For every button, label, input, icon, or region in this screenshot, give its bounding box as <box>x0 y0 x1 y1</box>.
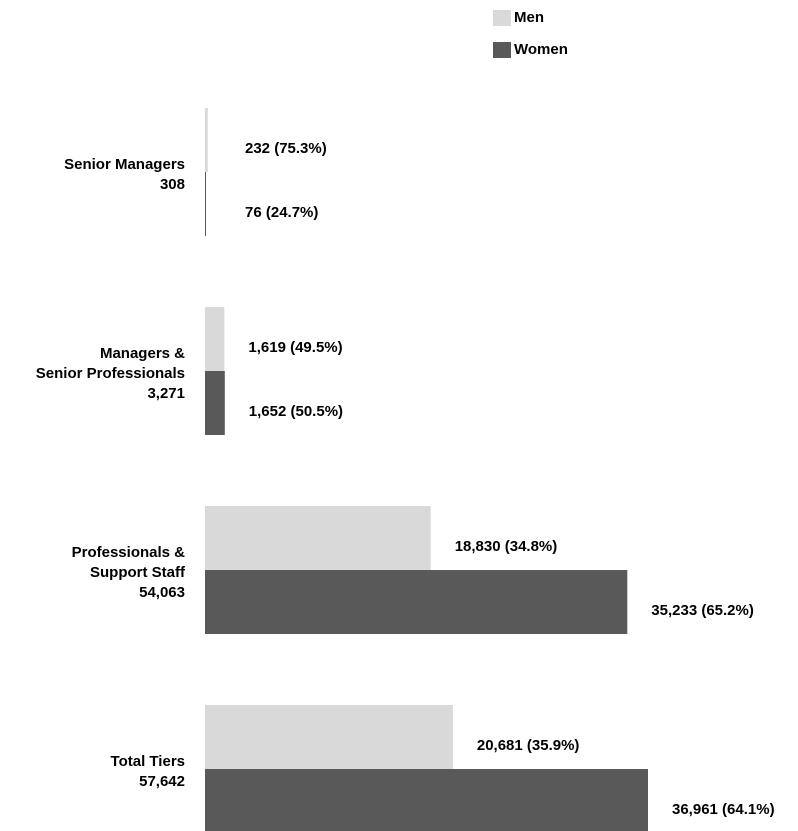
category-label: 54,063 <box>139 584 185 601</box>
legend-label: Men <box>514 9 544 26</box>
category-label: 3,271 <box>147 385 185 402</box>
category-label: Senior Managers <box>64 156 185 173</box>
bar <box>205 307 225 371</box>
legend-swatch <box>493 10 511 26</box>
bar <box>205 108 208 172</box>
value-label: 36,961 (64.1%) <box>672 801 775 818</box>
value-label: 76 (24.7%) <box>245 204 318 221</box>
bar <box>205 570 628 634</box>
value-label: 20,681 (35.9%) <box>477 737 580 754</box>
category-label: 308 <box>160 176 185 193</box>
value-label: 232 (75.3%) <box>245 140 327 157</box>
category-label: Support Staff <box>90 564 186 581</box>
value-label: 35,233 (65.2%) <box>651 602 754 619</box>
bar <box>205 371 225 435</box>
value-label: 18,830 (34.8%) <box>455 538 558 555</box>
value-label: 1,652 (50.5%) <box>249 403 343 420</box>
category-label: 57,642 <box>139 773 185 790</box>
bar <box>205 172 206 236</box>
value-label: 1,619 (49.5%) <box>248 339 342 356</box>
category-label: Managers & <box>100 345 185 362</box>
bar <box>205 506 431 570</box>
category-label: Professionals & <box>72 544 186 561</box>
legend-label: Women <box>514 41 568 58</box>
category-label: Senior Professionals <box>36 365 185 382</box>
legend-swatch <box>493 42 511 58</box>
bar <box>205 705 453 769</box>
category-label: Total Tiers <box>111 753 185 770</box>
bar <box>205 769 648 831</box>
